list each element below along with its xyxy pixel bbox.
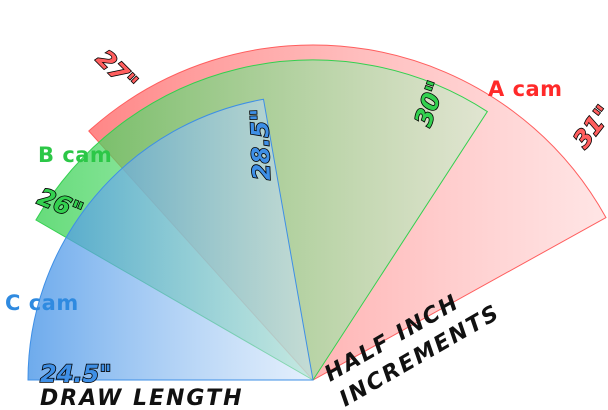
a-cam-label: A cam [488,77,563,101]
draw-length-caption: DRAW LENGTH [40,386,244,410]
c-cam-end-label: 28.5" [246,108,276,181]
a-cam-start-label: 27" [91,44,143,96]
c-cam-label: C cam [5,291,79,315]
b-cam-label: B cam [38,143,112,167]
c-cam-start-label: 24.5" [40,360,112,388]
c-cam-wedge [27,98,314,381]
a-cam-end-label: 31" [568,100,608,153]
